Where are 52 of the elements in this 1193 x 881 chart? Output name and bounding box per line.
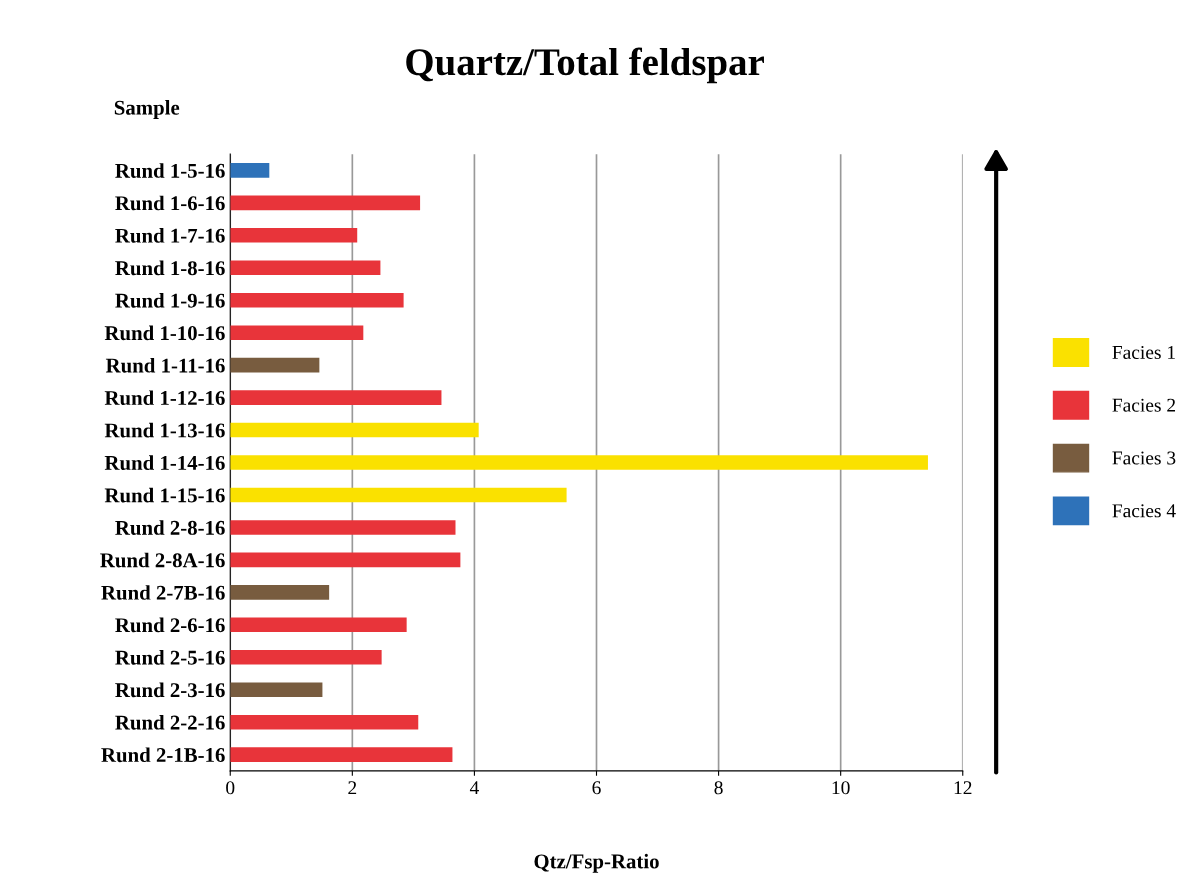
y-tick-label: Rund 1-9-16	[115, 293, 225, 308]
y-tick-label: Rund 1-12-16	[104, 390, 225, 406]
y-tick-label: Rund 2-8-16	[115, 520, 225, 535]
y-tick-label: Rund 2-8A-16	[100, 552, 225, 568]
bar	[230, 455, 928, 470]
y-tick-label: Rund 2-6-16	[115, 617, 225, 633]
x-tick-label: 0	[226, 781, 235, 795]
x-tick-label: 10	[832, 781, 850, 795]
x-axis-title: Qtz/Fsp-Ratio	[534, 853, 659, 873]
y-tick-label: Rund 1-7-16	[115, 228, 225, 243]
bar	[230, 390, 442, 405]
bar	[230, 292, 404, 308]
bar	[230, 228, 358, 243]
bar	[230, 487, 567, 503]
bar	[230, 163, 270, 178]
legend-label: Facies 2	[1112, 398, 1176, 412]
y-tick-label: Rund 1-14-16	[104, 455, 225, 471]
bar	[230, 422, 479, 438]
bar	[230, 617, 407, 633]
x-tick-label: 6	[592, 781, 601, 795]
bar	[230, 747, 453, 762]
x-tick-label: 2	[348, 781, 357, 795]
bar	[230, 714, 419, 730]
y-tick-label: Rund 1-15-16	[104, 487, 225, 503]
y-tick-label: Rund 2-5-16	[115, 650, 225, 665]
y-tick-label: Rund 2-2-16	[115, 714, 225, 730]
bar	[230, 649, 382, 665]
chart-title: Quartz/Total feldspar	[406, 47, 764, 84]
x-tick-label: 8	[714, 781, 723, 795]
y-tick-label: Rund 1-13-16	[104, 422, 225, 438]
bar	[230, 325, 364, 340]
y-axis-title: Sample	[114, 100, 180, 119]
bar	[230, 682, 323, 698]
bar	[230, 195, 421, 211]
y-tick-label: Rund 1-5-16	[115, 163, 225, 178]
x-tick-label: 4	[469, 781, 479, 795]
y-tick-label: Rund 2-3-16	[115, 682, 225, 698]
bar	[230, 260, 381, 276]
legend-label: Facies 4	[1112, 504, 1176, 518]
bar	[230, 585, 330, 600]
y-tick-label: Rund 2-7B-16	[101, 585, 225, 600]
y-tick-label: Rund 1-10-16	[104, 325, 225, 341]
bar	[230, 520, 456, 535]
y-tick-label: Rund 1-6-16	[115, 195, 225, 211]
legend-label: Facies 3	[1112, 451, 1176, 465]
y-tick-label: Rund 2-1B-16	[101, 747, 225, 763]
y-tick-label: Rund 1-8-16	[115, 260, 225, 276]
bar	[230, 552, 461, 568]
y-tick-label: Rund 1-11-16	[105, 357, 225, 373]
legend-label: Facies 1	[1112, 345, 1175, 359]
bar	[230, 357, 320, 373]
x-tick-label: 12	[954, 781, 972, 795]
